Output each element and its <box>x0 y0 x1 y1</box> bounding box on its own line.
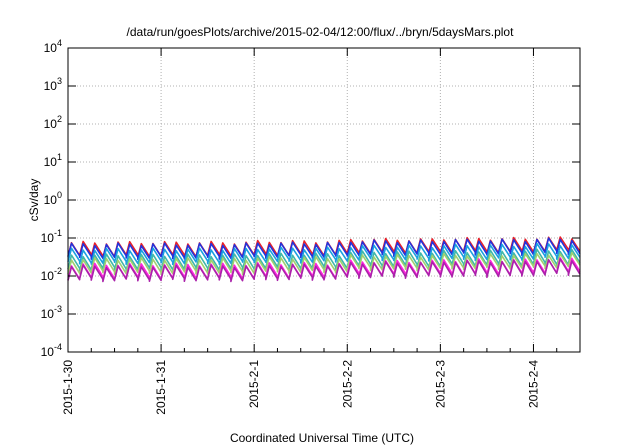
x-tick-label: 2015-2-3 <box>433 360 447 408</box>
series-lines <box>67 236 581 283</box>
plot-frame <box>67 47 581 353</box>
x-tick-label: 2015-1-31 <box>154 360 168 415</box>
y-tick-label: 104 <box>44 38 62 55</box>
y-tick-label: 100 <box>44 190 62 207</box>
x-tick-label: 2015-2-2 <box>340 360 354 408</box>
y-tick-label: 101 <box>44 152 62 169</box>
y-tick-label: 10-1 <box>41 228 62 245</box>
x-tick-label: 2015-2-1 <box>247 360 261 408</box>
grid-lines <box>68 48 580 352</box>
y-axis-label: cSv/day <box>27 179 41 222</box>
series-line <box>67 237 581 261</box>
y-tick-label: 10-2 <box>41 266 62 283</box>
x-tick-label: 2015-1-30 <box>61 360 75 415</box>
series-line <box>67 258 581 283</box>
series-line <box>67 242 581 266</box>
series-line <box>67 248 581 272</box>
x-axis-label: Coordinated Universal Time (UTC) <box>230 431 414 445</box>
chart-title: /data/run/goesPlots/archive/2015-02-04/1… <box>127 25 515 39</box>
x-tick-label: 2015-2-4 <box>526 360 540 408</box>
axes: 104 103 102 101 100 10-1 10-2 10-3 10-42015-1-30… <box>41 38 581 415</box>
y-tick-label: 103 <box>44 76 62 93</box>
series-line <box>67 251 581 276</box>
y-tick-label: 10-3 <box>41 304 62 321</box>
y-tick-label: 102 <box>44 114 62 131</box>
y-tick-label: 10-4 <box>41 342 62 359</box>
